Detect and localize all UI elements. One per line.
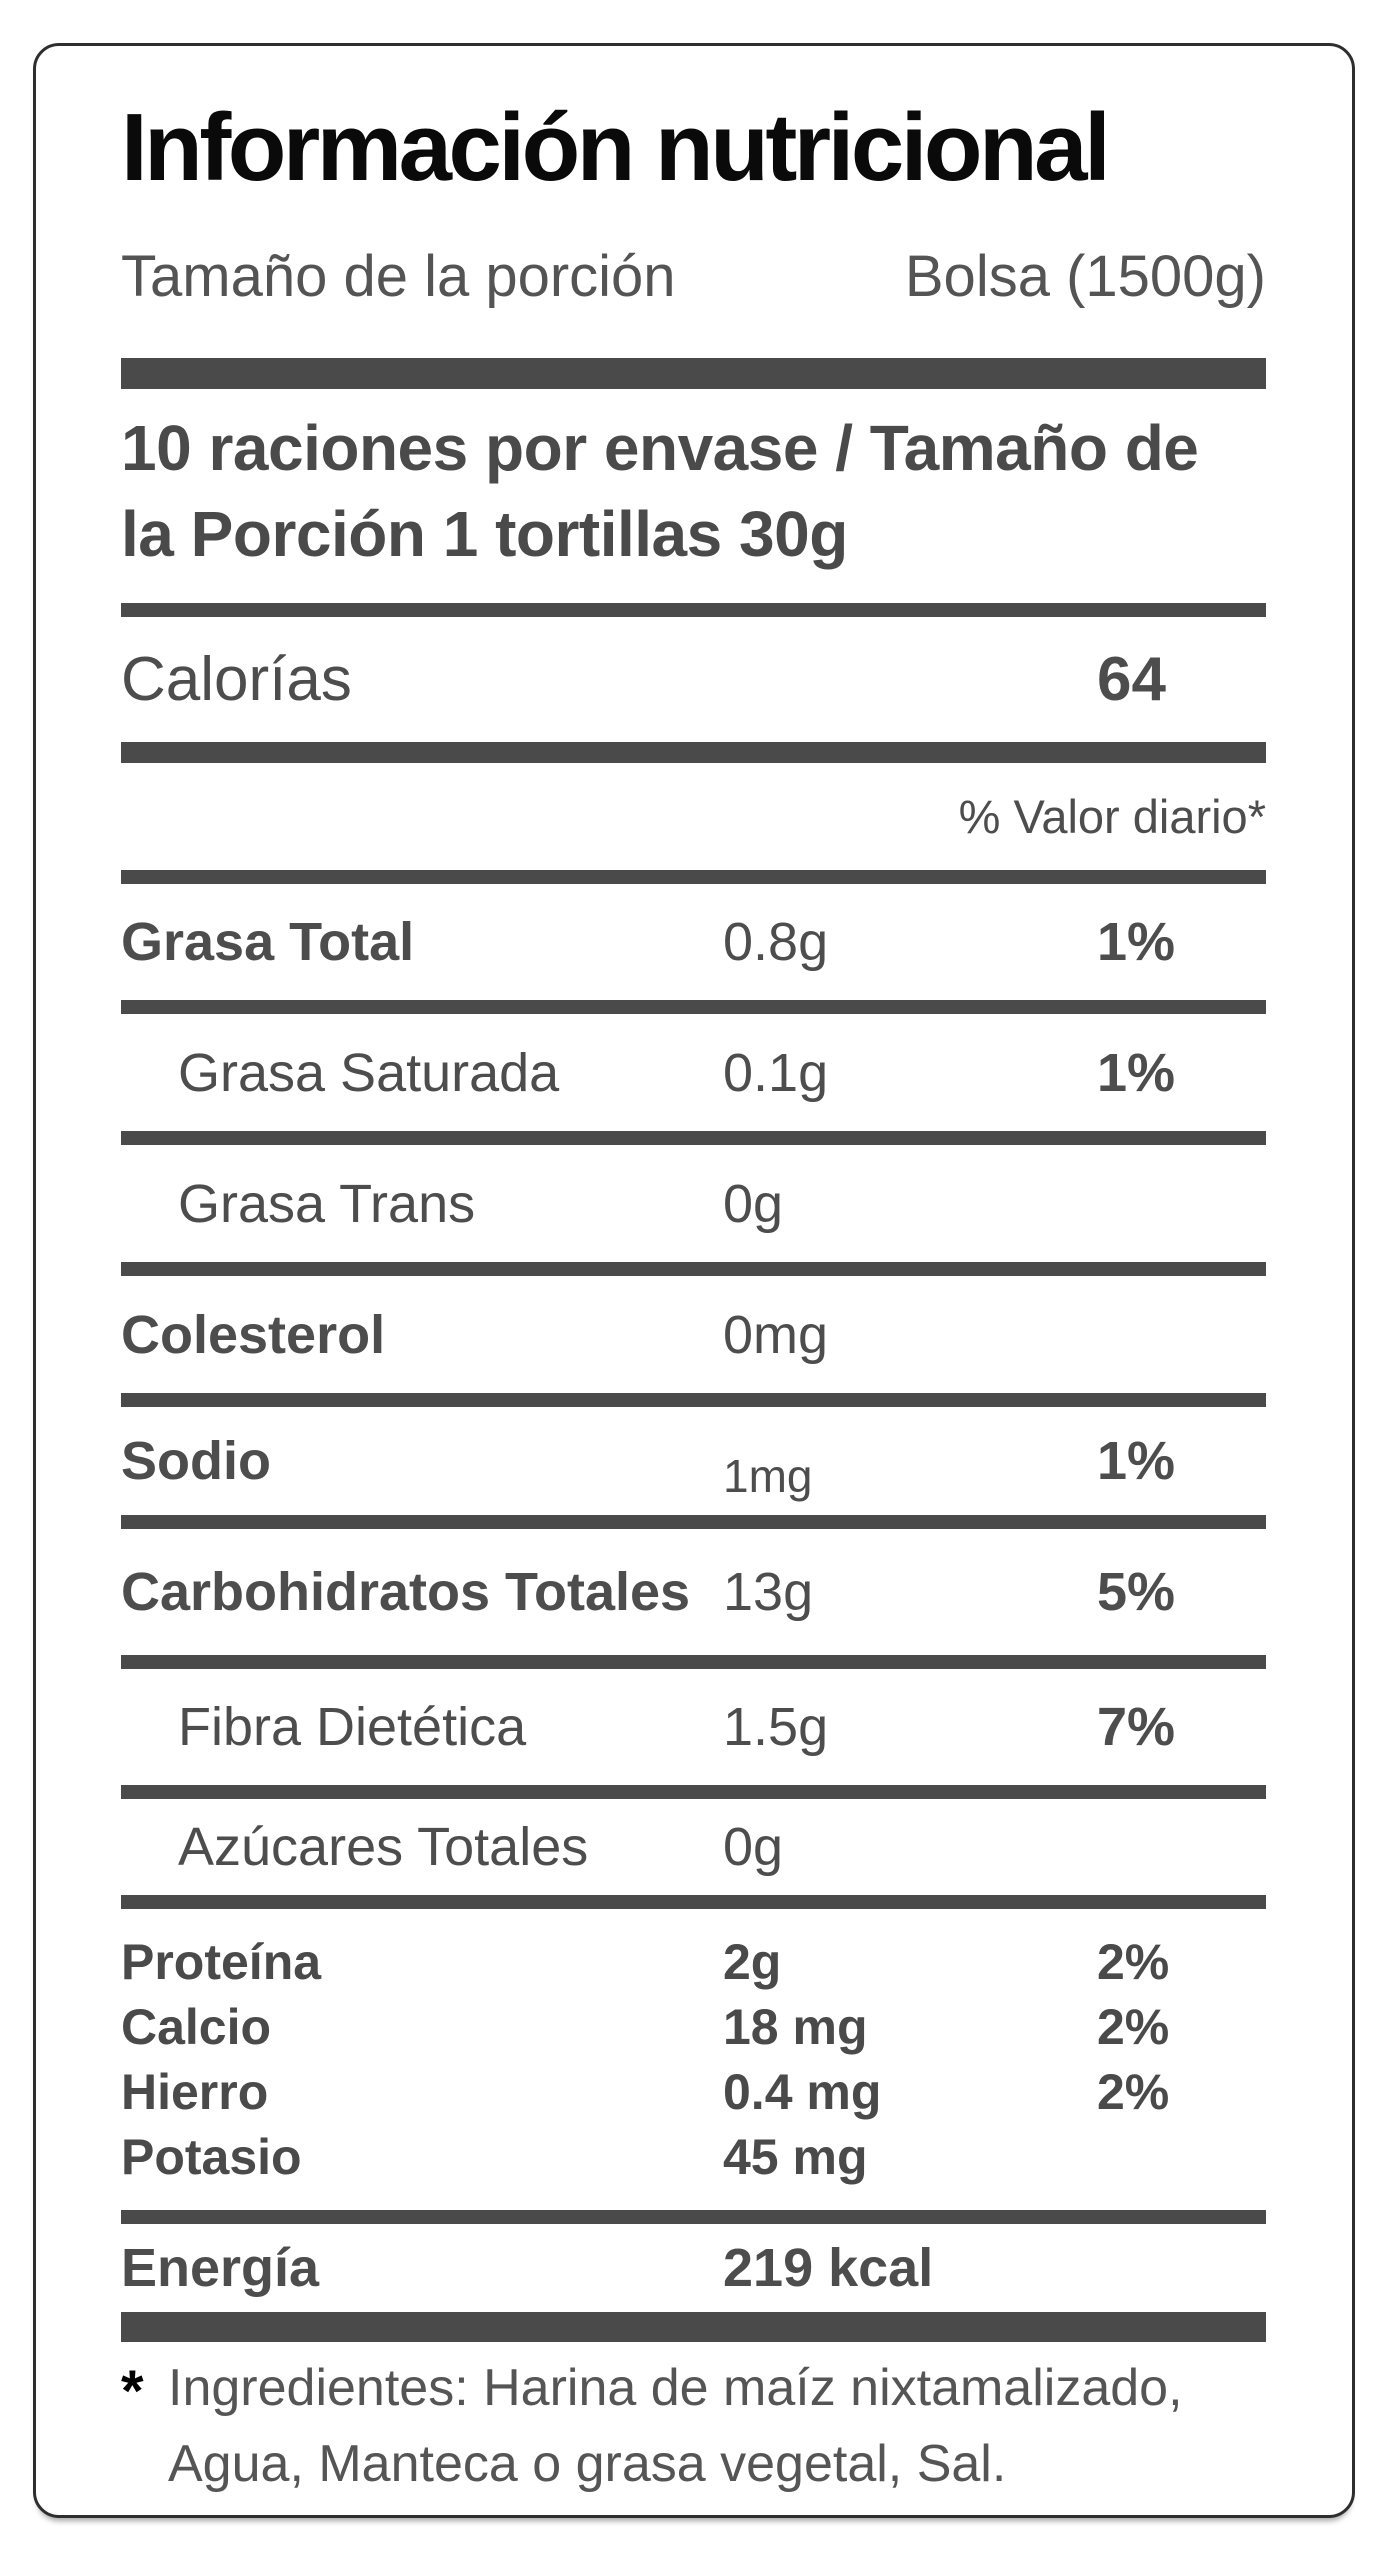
ingredients-text: Ingredientes: Harina de maíz nixtamaliza… <box>168 2359 1183 2493</box>
serving-size-label: Tamaño de la porción <box>121 244 676 309</box>
nutrient-amount: 0mg <box>723 1304 829 1365</box>
separator-bar-thick <box>121 358 1266 389</box>
separator-bar <box>121 2210 1266 2224</box>
nutrient-row-sodium: Sodio 1mg 1% <box>121 1407 1266 1515</box>
minerals-block: Proteína 2g 2% Calcio 18 mg 2% Hierro 0.… <box>121 1909 1266 2210</box>
separator-bar <box>121 1895 1266 1909</box>
mineral-label: Hierro <box>121 2063 269 2120</box>
separator-bar <box>121 1131 1266 1145</box>
nutrient-row-total-fat: Grasa Total 0.8g 1% <box>121 884 1266 1000</box>
daily-value-header: % Valor diario* <box>958 790 1266 843</box>
separator-bar <box>121 1515 1266 1529</box>
mineral-dv: 2% <box>1097 1998 1170 2055</box>
nutrient-row-trans-fat: Grasa Trans 0g <box>121 1145 1266 1262</box>
mineral-dv: 2% <box>1097 1933 1170 1990</box>
mineral-row-potassium: Potasio 45 mg <box>121 2124 1266 2189</box>
servings-per-pack: 10 raciones por envase / Tamaño de la Po… <box>121 412 1199 570</box>
separator-bar-medium <box>121 742 1266 763</box>
nutrient-label: Grasa Saturada <box>178 1042 560 1103</box>
nutrient-dv: 5% <box>1097 1562 1176 1622</box>
nutrient-label: Fibra Dietética <box>178 1697 527 1757</box>
mineral-amount: 2g <box>723 1933 782 1990</box>
separator-bar <box>121 870 1266 884</box>
nutrient-amount: 0g <box>723 1817 784 1877</box>
mineral-row-calcium: Calcio 18 mg 2% <box>121 1994 1266 2059</box>
nutrient-amount: 1mg <box>723 1450 813 1502</box>
nutrient-row-dietary-fiber: Fibra Dietética 1.5g 7% <box>121 1669 1266 1785</box>
nutrient-label: Grasa Trans <box>178 1173 476 1234</box>
separator-bar <box>121 1393 1266 1407</box>
nutrition-facts-card: Información nutricional Tamaño de la por… <box>33 43 1355 2518</box>
nutrient-amount: 13g <box>723 1562 814 1622</box>
serving-size-row: Tamaño de la porción Bolsa (1500g) <box>121 242 1266 312</box>
nutrient-label: Colesterol <box>121 1304 386 1365</box>
calories-row: Calorías 64 <box>121 617 1266 742</box>
mineral-amount: 45 mg <box>723 2128 868 2185</box>
separator-bar <box>121 1000 1266 1014</box>
nutrient-label: Carbohidratos Totales <box>121 1562 691 1622</box>
calories-label: Calorías <box>121 645 352 714</box>
nutrient-label: Azúcares Totales <box>178 1817 589 1877</box>
mineral-label: Calcio <box>121 1998 272 2055</box>
mineral-label: Potasio <box>121 2128 302 2185</box>
energy-label: Energía <box>121 2238 320 2298</box>
mineral-row-iron: Hierro 0.4 mg 2% <box>121 2059 1266 2124</box>
nutrient-amount: 0.1g <box>723 1042 829 1103</box>
nutrient-amount: 1.5g <box>723 1697 829 1757</box>
separator-bar <box>121 1655 1266 1669</box>
separator-bar <box>121 1785 1266 1799</box>
nutrition-title: Información nutricional <box>121 94 1111 201</box>
nutrient-label: Sodio <box>121 1431 271 1491</box>
nutrient-dv: 7% <box>1097 1697 1176 1757</box>
nutrient-label: Grasa Total <box>121 912 415 972</box>
mineral-dv: 2% <box>1097 2063 1170 2120</box>
nutrient-dv: 1% <box>1097 1431 1176 1491</box>
mineral-label: Proteína <box>121 1933 322 1990</box>
mineral-row-protein: Proteína 2g 2% <box>121 1929 1266 1994</box>
mineral-amount: 0.4 mg <box>723 2063 882 2120</box>
nutrient-amount: 0.8g <box>723 912 829 972</box>
nutrient-dv: 1% <box>1097 1042 1176 1103</box>
energy-value: 219 kcal <box>723 2238 934 2298</box>
serving-size-value: Bolsa (1500g) <box>904 244 1266 309</box>
nutrient-row-total-sugars: Azúcares Totales 0g <box>121 1799 1266 1895</box>
ingredients-footnote: * Ingredientes: Harina de maíz nixtamali… <box>121 2350 1266 2502</box>
separator-bar-thick <box>121 2312 1266 2342</box>
nutrient-row-saturated-fat: Grasa Saturada 0.1g 1% <box>121 1014 1266 1131</box>
asterisk-marker: * <box>121 2359 144 2424</box>
mineral-amount: 18 mg <box>723 1998 868 2055</box>
calories-value: 64 <box>1097 645 1166 714</box>
separator-bar <box>121 603 1266 617</box>
nutrient-row-total-carbs: Carbohidratos Totales 13g 5% <box>121 1529 1266 1655</box>
energy-row: Energía 219 kcal <box>121 2224 1266 2312</box>
nutrient-dv: 1% <box>1097 912 1176 972</box>
nutrient-amount: 0g <box>723 1173 784 1234</box>
nutrient-row-cholesterol: Colesterol 0mg <box>121 1276 1266 1393</box>
separator-bar <box>121 1262 1266 1276</box>
